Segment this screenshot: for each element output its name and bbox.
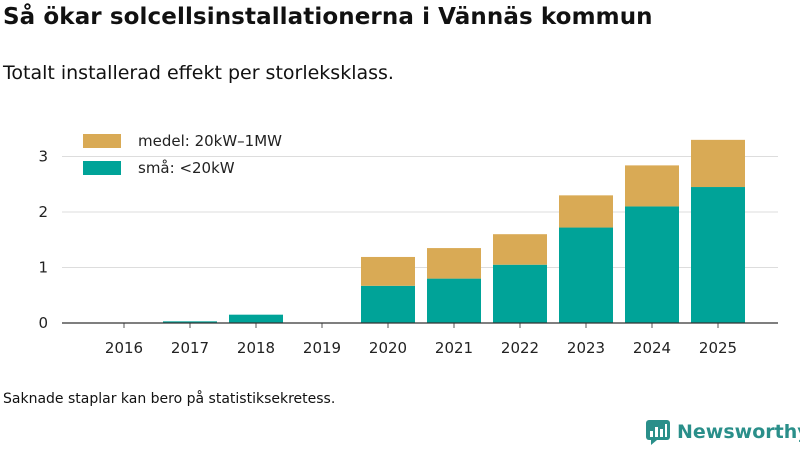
x-tick-label-2021: 2021: [435, 339, 473, 357]
y-tick-label-0: 0: [38, 314, 48, 332]
legend-label-0: medel: 20kW–1MW: [138, 132, 282, 150]
y-tick-label-1: 1: [38, 259, 48, 277]
footnote: Saknade staplar kan bero på statistiksek…: [3, 391, 336, 407]
legend-bg-0: [75, 131, 325, 153]
y-tick-label-3: 3: [38, 148, 48, 166]
newsworthy-logo-icon: [646, 420, 670, 445]
x-tick-label-2023: 2023: [567, 339, 605, 357]
chart-subtitle: Totalt installerad effekt per storlekskl…: [3, 62, 394, 84]
bar-2025-series-1: [691, 139, 745, 188]
chart-title: Så ökar solcellsinstallationerna i Vännä…: [3, 4, 653, 30]
bar-2023-series-1: [559, 195, 613, 228]
bar-2022-series-0: [493, 264, 547, 323]
bar-2018-series-0: [229, 314, 283, 323]
x-tick-label-2022: 2022: [501, 339, 539, 357]
bar-2017-series-0: [163, 321, 217, 323]
y-tick-label-2: 2: [38, 203, 48, 221]
bar-2021-series-1: [427, 248, 481, 279]
bar-2025-series-0: [691, 187, 745, 323]
x-tick-label-2025: 2025: [699, 339, 737, 357]
bar-2024-series-1: [625, 165, 679, 207]
legend-label-1: små: <20kW: [138, 159, 235, 177]
x-tick-label-2024: 2024: [633, 339, 671, 357]
x-tick-label-2020: 2020: [369, 339, 407, 357]
x-tick-label-2016: 2016: [105, 339, 143, 357]
newsworthy-logo: Newsworthy: [645, 419, 800, 445]
legend-swatch-1: [83, 161, 121, 175]
bar-2022-series-1: [493, 234, 547, 265]
x-tick-label-2019: 2019: [303, 339, 341, 357]
bar-2020-series-1: [361, 256, 415, 286]
x-tick-label-2017: 2017: [171, 339, 209, 357]
bar-2023-series-0: [559, 227, 613, 323]
brand-name: Newsworthy: [677, 421, 800, 443]
bar-2024-series-0: [625, 206, 679, 323]
legend-bg-1: [75, 158, 325, 180]
legend-swatch-0: [83, 134, 121, 148]
bar-2021-series-0: [427, 278, 481, 323]
bar-2020-series-0: [361, 285, 415, 323]
x-tick-label-2018: 2018: [237, 339, 275, 357]
